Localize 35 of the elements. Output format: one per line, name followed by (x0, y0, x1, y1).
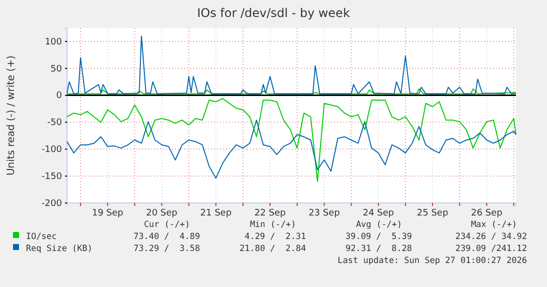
x-tick-label: 25 Sep (416, 208, 448, 218)
y-tick-label: 50 (50, 64, 62, 74)
x-tick-label: 19 Sep (92, 208, 124, 218)
text: 21.80 / 2.84 (239, 244, 306, 254)
y-tick-label: 0 (56, 91, 62, 102)
text: 39.09 / 5.39 (345, 232, 412, 242)
y-axis-title: Units read (-) / write (+) (6, 55, 17, 176)
y-tick-label: 100 (44, 37, 62, 48)
chart-title: IOs for /dev/sdl - by week (197, 6, 350, 20)
text: 73.40 / 4.89 (133, 232, 200, 242)
x-tick-label: 24 Sep (362, 208, 394, 218)
text: 4.29 / 2.31 (244, 232, 306, 242)
x-tick-label: 21 Sep (200, 208, 232, 218)
x-tick-label: 23 Sep (308, 208, 340, 218)
x-tick-label: 22 Sep (254, 208, 286, 218)
line-series (66, 36, 516, 94)
text: 73.29 / 3.58 (133, 244, 200, 254)
y-tick-label: -50 (47, 118, 62, 128)
legend-label: IO/sec (26, 232, 57, 242)
text: Cur (-/+) (144, 220, 190, 230)
text: Last update: Sun Sep 27 01:00:27 2026 (338, 256, 527, 266)
x-tick-label: 20 Sep (146, 208, 178, 218)
text: 234.26 / 34.92 (455, 232, 527, 242)
x-tick-label: 26 Sep (471, 208, 503, 218)
line-series (66, 120, 516, 179)
legend-label: Req Size (KB) (26, 244, 93, 254)
text: 92.31 / 8.28 (345, 244, 412, 254)
text: 239.09 /241.12 (455, 244, 527, 254)
text: Min (-/+) (250, 220, 296, 230)
text: Avg (-/+) (356, 220, 402, 230)
y-tick-label: -100 (42, 145, 62, 156)
text: Max (-/+) (470, 220, 517, 230)
line-series (66, 98, 516, 182)
y-tick-label: -150 (42, 172, 62, 182)
y-tick-label: -200 (42, 198, 62, 209)
